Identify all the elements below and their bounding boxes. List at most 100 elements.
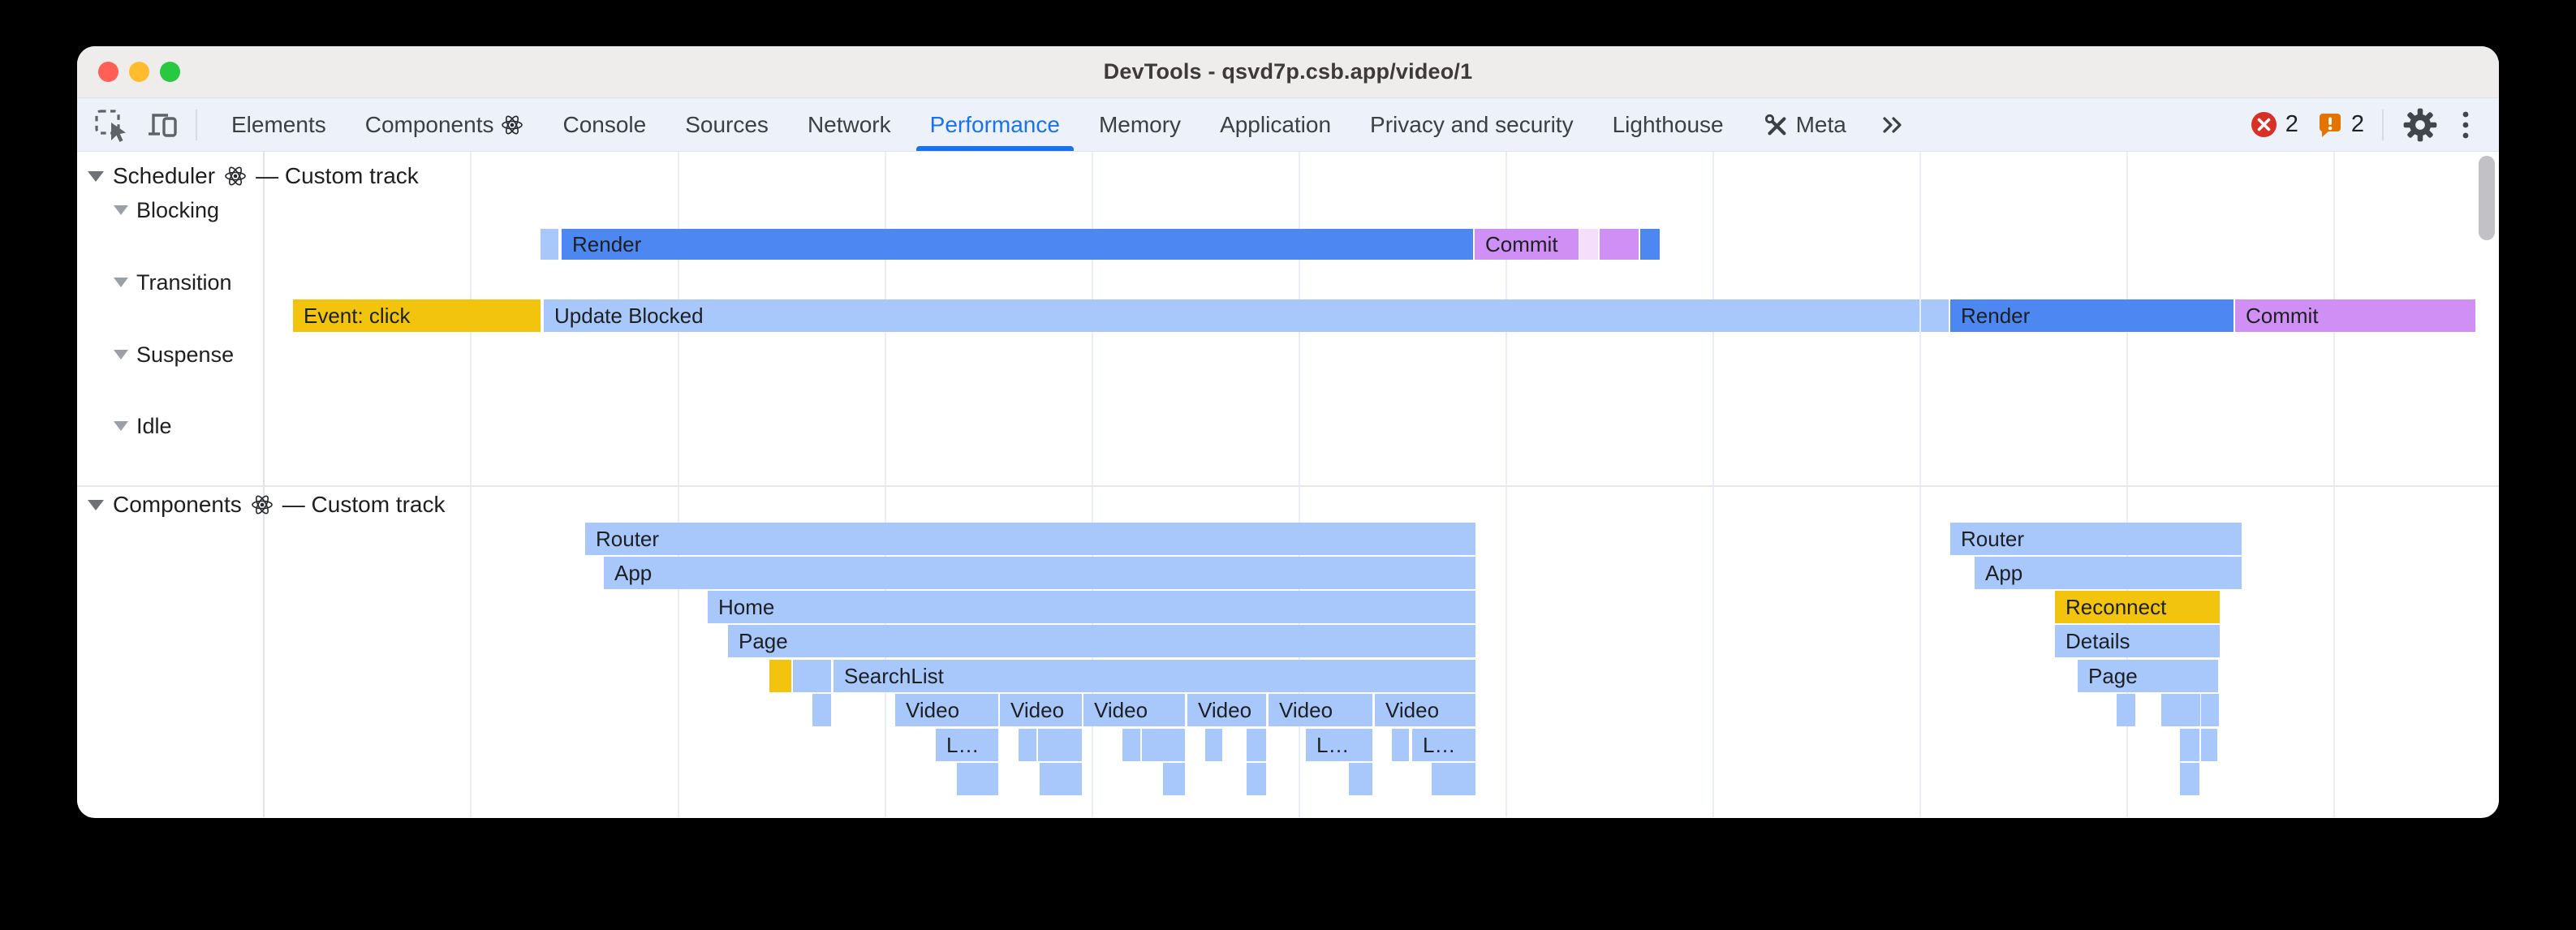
flame-bar-segment[interactable] [541, 229, 558, 260]
flame-bar-page[interactable]: Page [2078, 660, 2218, 692]
device-toolbar-icon [149, 113, 177, 137]
flame-bar-details[interactable]: Details [2055, 625, 2220, 657]
flame-bar-segment[interactable] [1247, 763, 1266, 795]
flame-bar-segment[interactable] [2180, 763, 2199, 795]
tab-lighthouse[interactable]: Lighthouse [1593, 98, 1743, 151]
tab-application[interactable]: Application [1200, 98, 1350, 151]
flame-bar-event-click[interactable]: Event: click [293, 299, 541, 332]
console-errors-badge[interactable]: 2 [2249, 110, 2298, 140]
flame-bar-segment[interactable] [1921, 299, 1949, 332]
window-title: DevTools - qsvd7p.csb.app/video/1 [1103, 59, 1473, 84]
flame-bar-segment[interactable] [2161, 694, 2200, 726]
inspect-element-button[interactable] [92, 98, 129, 151]
flame-bar-l[interactable]: L… [1412, 729, 1475, 761]
flame-bar-render[interactable]: Render [1950, 299, 2234, 332]
flame-bar-video[interactable]: Video [1000, 694, 1082, 726]
tab-meta[interactable]: Meta [1743, 98, 1866, 151]
flame-bar-router[interactable]: Router [1950, 523, 2242, 555]
tab-label: Meta [1795, 111, 1846, 137]
flame-bar-segment[interactable] [1432, 763, 1475, 795]
vertical-scrollbar-thumb[interactable] [2479, 156, 2495, 240]
settings-button[interactable] [2402, 107, 2439, 143]
collapse-triangle-icon [114, 350, 128, 360]
close-button[interactable] [98, 62, 118, 82]
flame-bar-router[interactable]: Router [585, 523, 1475, 555]
flame-bar-segment[interactable] [957, 763, 998, 795]
flame-bar-reconnect[interactable]: Reconnect [2055, 591, 2220, 623]
tab-elements[interactable]: Elements [212, 98, 346, 151]
flame-bar-segment[interactable] [2117, 694, 2135, 726]
toolbar-separator [196, 109, 197, 140]
more-tabs-button[interactable] [1866, 98, 1919, 151]
issues-badge[interactable]: 2 [2315, 110, 2364, 140]
tab-network[interactable]: Network [788, 98, 911, 151]
flame-bar-video[interactable]: Video [1375, 694, 1475, 726]
flame-bar-segment[interactable] [1579, 229, 1598, 260]
track-header-components[interactable]: Components — Custom track [88, 489, 445, 521]
flame-bar-app[interactable]: App [1975, 557, 2242, 589]
chevron-double-right-icon [1883, 116, 1902, 133]
flame-bar-commit[interactable]: Commit [1475, 229, 1579, 260]
flame-bar-segment[interactable] [793, 660, 831, 692]
flame-bar-commit[interactable]: Commit [2235, 299, 2475, 332]
timeline-gridline [263, 152, 265, 817]
flame-bar-segment[interactable] [769, 660, 791, 692]
flame-bar-video[interactable]: Video [895, 694, 998, 726]
flame-bar-l[interactable]: L… [936, 729, 998, 761]
flame-bar-segment[interactable] [1038, 729, 1082, 761]
minimize-button[interactable] [129, 62, 149, 82]
flame-bar-segment[interactable] [1040, 763, 1082, 795]
flame-bar-video[interactable]: Video [1083, 694, 1185, 726]
track-row-label-idle[interactable]: Idle [114, 410, 172, 442]
timeline-gridline [1506, 152, 1507, 817]
tab-memory[interactable]: Memory [1079, 98, 1200, 151]
collapse-triangle-icon [114, 205, 128, 215]
tools-icon [1764, 114, 1786, 135]
flame-bar-video[interactable]: Video [1187, 694, 1266, 726]
flame-bar-segment[interactable] [2201, 694, 2219, 726]
timeline-gridline [470, 152, 472, 817]
flame-bar-segment[interactable] [2180, 729, 2199, 761]
timeline-gridline [1919, 152, 1921, 817]
flame-bar-video[interactable]: Video [1269, 694, 1372, 726]
tab-components[interactable]: Components [346, 98, 544, 151]
flame-bar-segment[interactable] [1019, 729, 1036, 761]
flame-bar-segment[interactable] [1640, 229, 1660, 260]
flame-bar-segment[interactable] [1163, 763, 1185, 795]
flame-bar-render[interactable]: Render [562, 229, 1473, 260]
flame-bar-segment[interactable] [2201, 729, 2217, 761]
tab-sources[interactable]: Sources [666, 98, 788, 151]
flame-bar-update-blocked[interactable]: Update Blocked [544, 299, 1919, 332]
flame-bar-segment[interactable] [1142, 729, 1185, 761]
zoom-button[interactable] [160, 62, 180, 82]
flame-bar-segment[interactable] [1349, 763, 1372, 795]
device-toolbar-button[interactable] [144, 98, 181, 151]
flame-bar-home[interactable]: Home [708, 591, 1475, 623]
flame-bar-l[interactable]: L… [1306, 729, 1372, 761]
flame-bar-page[interactable]: Page [728, 625, 1475, 657]
devtools-toolbar: Elements Components Console Sources Network P… [77, 98, 2499, 152]
track-row-label-suspense[interactable]: Suspense [114, 338, 234, 371]
issue-count: 2 [2350, 111, 2364, 137]
flame-bar-segment[interactable] [1205, 729, 1222, 761]
toolbar-status-area: 2 2 [2249, 98, 2476, 151]
track-row-label-blocking[interactable]: Blocking [114, 194, 219, 226]
selected-tab-underline [915, 146, 1074, 151]
flame-bar-app[interactable]: App [604, 557, 1475, 589]
collapse-triangle-icon [88, 499, 104, 510]
track-header-scheduler[interactable]: Scheduler — Custom track [88, 160, 419, 192]
flame-bar-segment[interactable] [1122, 729, 1140, 761]
tab-console[interactable]: Console [543, 98, 666, 151]
flame-bar-segment[interactable] [1392, 729, 1409, 761]
tab-privacy-and-security[interactable]: Privacy and security [1350, 98, 1593, 151]
flame-bar-searchlist[interactable]: SearchList [834, 660, 1475, 692]
track-row-label-transition[interactable]: Transition [114, 266, 232, 299]
kebab-menu-button[interactable] [2455, 108, 2476, 142]
flame-bar-segment[interactable] [812, 694, 831, 726]
tab-performance[interactable]: Performance [911, 98, 1079, 151]
tab-label: Console [562, 111, 647, 137]
tab-label: Application [1220, 111, 1332, 137]
cursor-inspect-icon [95, 109, 126, 142]
flame-bar-segment[interactable] [1600, 229, 1639, 260]
flame-bar-segment[interactable] [1247, 729, 1266, 761]
